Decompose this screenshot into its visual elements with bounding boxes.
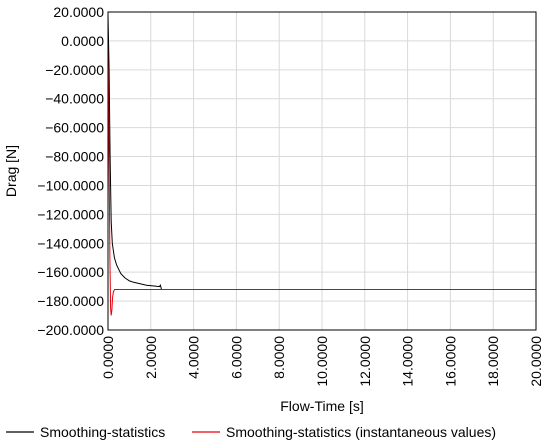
y-tick-label: −120.0000 <box>37 206 104 222</box>
x-tick-label: 8.0000 <box>271 336 287 379</box>
y-axis-ticks: 20.0000 0.0000 −20.0000 −40.0000 −60.0000 −80… <box>37 4 104 338</box>
y-tick-label: 0.0000 <box>61 33 104 49</box>
grid <box>107 11 537 331</box>
y-tick-label: −80.0000 <box>45 149 104 165</box>
legend: Smoothing-statistics Smoothing-statistic… <box>6 424 496 440</box>
y-tick-label: −100.0000 <box>37 177 104 193</box>
y-tick-label: −40.0000 <box>45 91 104 107</box>
x-axis-title: Flow-Time [s] <box>280 398 363 414</box>
x-tick-label: 10.0000 <box>314 336 330 387</box>
legend-label-instantaneous-values: Smoothing-statistics (instantaneous valu… <box>226 424 496 440</box>
x-tick-label: 6.0000 <box>228 336 244 379</box>
legend-label-smoothing-statistics: Smoothing-statistics <box>40 424 165 440</box>
x-tick-label: 0.0000 <box>100 336 116 379</box>
series-line-1 <box>107 37 536 316</box>
series-layer <box>107 14 536 316</box>
y-tick-label: −200.0000 <box>37 322 104 338</box>
x-tick-label: 4.0000 <box>186 336 202 379</box>
y-tick-label: −140.0000 <box>37 235 104 251</box>
y-tick-label: −20.0000 <box>45 62 104 78</box>
series-line-0 <box>107 14 163 290</box>
y-axis-title: Drag [N] <box>3 145 19 197</box>
x-axis-ticks: 0.0000 2.0000 4.0000 6.0000 8.0000 10.0000 12.… <box>100 336 544 387</box>
y-tick-label: −160.0000 <box>37 264 104 280</box>
y-tick-label: −180.0000 <box>37 293 104 309</box>
x-tick-label: 18.0000 <box>485 336 501 387</box>
x-tick-label: 20.0000 <box>528 336 544 387</box>
x-tick-label: 2.0000 <box>143 336 159 379</box>
plot-frame <box>107 11 537 331</box>
x-tick-label: 14.0000 <box>400 336 416 387</box>
x-tick-label: 12.0000 <box>357 336 373 387</box>
y-tick-label: 20.0000 <box>53 4 104 20</box>
x-tick-label: 16.0000 <box>442 336 458 387</box>
y-tick-label: −60.0000 <box>45 120 104 136</box>
